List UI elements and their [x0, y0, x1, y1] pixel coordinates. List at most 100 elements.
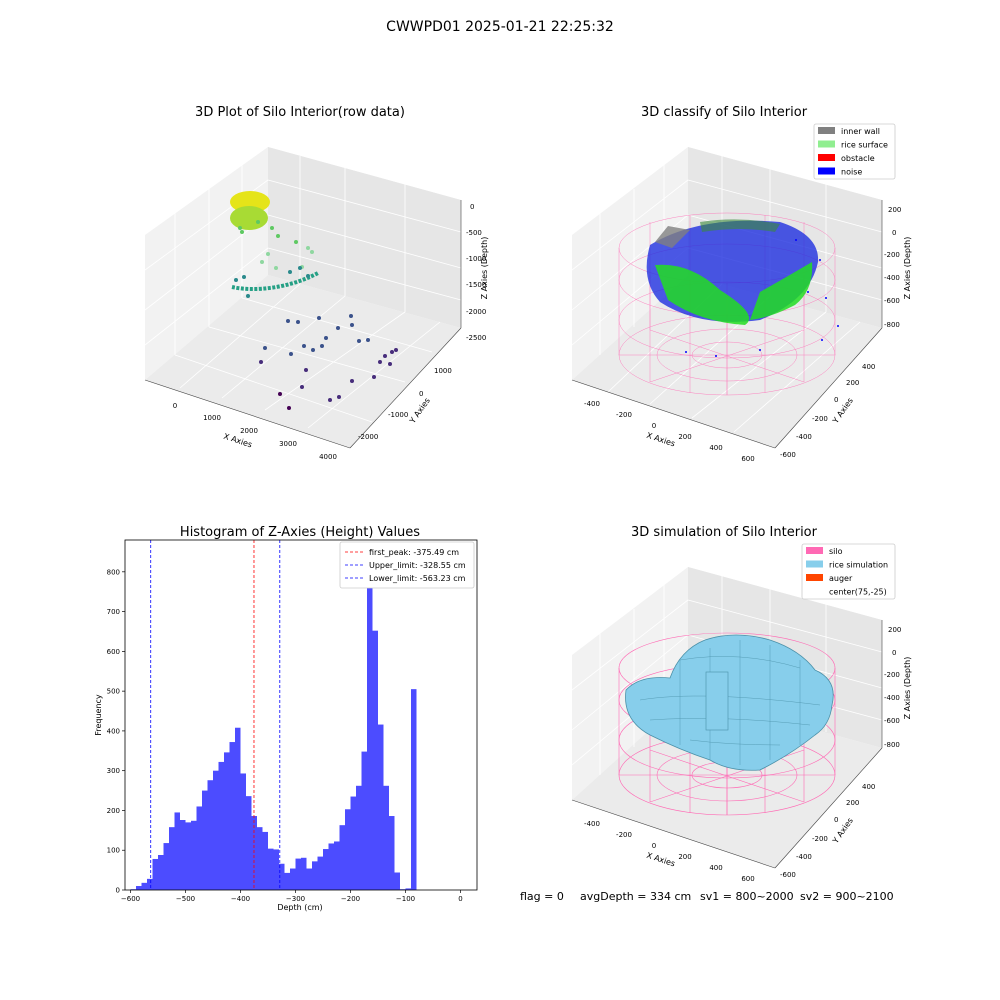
simulation-ytick: 200	[846, 799, 859, 807]
legend-label: rice surface	[841, 141, 888, 150]
raw-blue-points	[263, 314, 370, 356]
simulation-y-ticks: -600 -400 -200 0 200 400	[780, 783, 875, 879]
histogram-title: Histogram of Z-Axies (Height) Values	[180, 525, 420, 540]
classify-x-label: X Axies	[645, 431, 676, 449]
histogram-bar	[218, 761, 224, 890]
raw-ztick: -1500	[466, 281, 486, 289]
histogram-x-ticks: −600 −500 −400 −300 −200 −100 0	[121, 890, 463, 903]
rice-surface-mesh	[625, 634, 834, 771]
classify-ytick: -400	[796, 433, 812, 441]
histogram-bar	[290, 868, 296, 890]
histogram-reference-lines	[150, 540, 281, 890]
flag-text: flag = 0	[520, 890, 564, 903]
raw-teal-points	[234, 266, 310, 298]
classify-panel-title: 3D classify of Silo Interior	[641, 105, 808, 120]
histogram-bar	[147, 878, 153, 890]
raw-data-panel: 3D Plot of Silo Interior(row data)	[144, 105, 489, 461]
histogram-bar	[229, 742, 235, 890]
histogram-bar	[328, 843, 334, 890]
histogram-bar	[383, 785, 389, 890]
classify-panel: 3D classify of Silo Interior	[571, 105, 912, 463]
raw-top-cluster-lower	[230, 206, 268, 230]
raw-ztick: -1000	[466, 255, 486, 263]
simulation-z-label: Z Axies (Depth)	[903, 657, 912, 720]
classify-ytick: 400	[862, 363, 875, 371]
raw-data-points	[230, 191, 398, 410]
histogram-y-ticks: 0 100 200 300 400 500 600 700 800	[107, 568, 125, 895]
histogram-bar	[152, 858, 158, 890]
histogram-xtick-label: −200	[341, 895, 360, 903]
histogram-bar	[317, 856, 323, 890]
rice-surface-region-right	[750, 262, 813, 320]
raw-dark-points	[278, 392, 291, 410]
histogram-bar	[394, 872, 400, 890]
classify-ytick: 0	[834, 396, 838, 404]
histogram-xtick-label: −300	[286, 895, 305, 903]
histogram-bar	[169, 827, 175, 890]
auger-column	[705, 671, 729, 731]
histogram-ytick-label: 400	[107, 727, 120, 735]
simulation-panel: 3D simulation of Silo Interior	[571, 525, 912, 883]
legend-label: noise	[841, 168, 862, 177]
histogram-bar	[356, 785, 362, 890]
classify-legend: inner wall rice surface obstacle noise	[813, 123, 896, 180]
raw-right-pane	[268, 147, 461, 328]
raw-ztick: 0	[470, 203, 474, 211]
simulation-ytick: 0	[834, 816, 838, 824]
histogram-ytick-label: 600	[107, 648, 120, 656]
raw-ztick: -2000	[466, 308, 486, 316]
histogram-legend-label: first_peak: -375.49 cm	[369, 548, 459, 557]
classify-xtick: 400	[709, 444, 722, 452]
legend-swatch	[818, 140, 835, 148]
histogram-bar	[163, 843, 169, 890]
rice-surface-region	[655, 264, 750, 325]
simulation-ztick: -800	[884, 741, 900, 749]
classify-ztick: -400	[884, 274, 900, 282]
histogram-bars	[130, 563, 417, 890]
classify-y-ticks: -600 -400 -200 0 200 400	[780, 363, 875, 459]
histogram-bar	[334, 841, 340, 890]
histogram-bar	[411, 689, 417, 890]
histogram-bar	[350, 796, 356, 890]
histogram-ytick-label: 0	[116, 887, 120, 895]
histogram-bar	[174, 812, 180, 890]
simulation-ztick: 0	[892, 649, 896, 657]
classify-xtick: -200	[616, 411, 632, 419]
classify-ytick: -200	[812, 415, 828, 423]
histogram-bar	[240, 773, 246, 890]
classify-xtick: 200	[678, 433, 691, 441]
histogram-xtick-label: −400	[231, 895, 250, 903]
histogram-xtick-label: −600	[121, 895, 140, 903]
legend-swatch	[806, 547, 823, 554]
simulation-ytick: -200	[812, 835, 828, 843]
classify-ytick: 200	[846, 379, 859, 387]
sv2-text: sv2 = 900~2100	[800, 890, 894, 903]
histogram-legend-box	[339, 541, 475, 589]
simulation-panel-title: 3D simulation of Silo Interior	[631, 525, 818, 540]
histogram-panel: Histogram of Z-Axies (Height) Values −60…	[94, 525, 478, 912]
histogram-bar	[257, 827, 263, 890]
raw-ytick: -1000	[388, 411, 408, 419]
legend-box	[813, 123, 896, 180]
raw-xtick: 4000	[319, 453, 337, 461]
raw-xtick: 2000	[240, 427, 258, 435]
simulation-legend: silo rice simulation auger center(75,-25)	[801, 543, 896, 600]
simulation-xtick: -400	[584, 820, 600, 828]
simulation-x-label: X Axies	[645, 851, 676, 869]
histogram-xtick-label: −100	[396, 895, 415, 903]
raw-purple-points	[259, 348, 398, 402]
histogram-bar	[295, 858, 301, 890]
histogram-bar	[279, 863, 285, 890]
histogram-xtick-label: −500	[176, 895, 195, 903]
classify-xtick: 0	[652, 422, 656, 430]
simulation-xtick: 0	[652, 842, 656, 850]
noise-scatter	[685, 239, 839, 357]
simulation-xtick: 600	[741, 875, 754, 883]
simulation-ztick: 200	[888, 626, 901, 634]
histogram-bar	[196, 806, 202, 890]
histogram-bar	[136, 886, 142, 890]
legend-label: auger	[829, 574, 853, 583]
legend-swatch	[818, 154, 835, 161]
histogram-ytick-label: 200	[107, 807, 120, 815]
